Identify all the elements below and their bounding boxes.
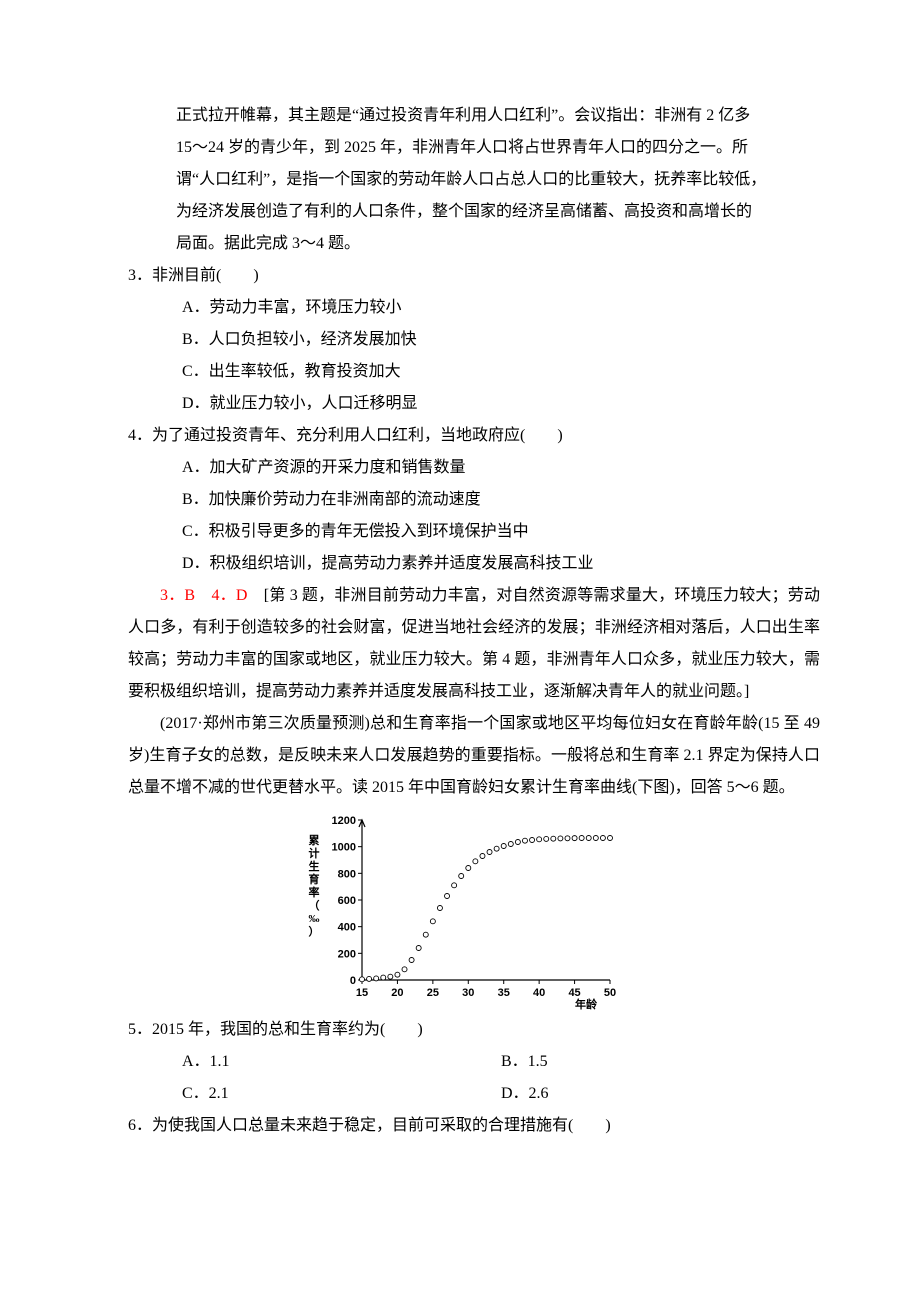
question-4-option-c: C．积极引导更多的青年无偿投入到环境保护当中 — [100, 516, 820, 548]
question-3-option-c: C．出生率较低，教育投资加大 — [100, 356, 820, 388]
question-4-option-a: A．加大矿产资源的开采力度和销售数量 — [100, 452, 820, 484]
question-6-stem: 6．为使我国人口总量未来趋于稳定，目前可采取的合理措施有( ) — [100, 1110, 820, 1142]
svg-text:15: 15 — [356, 987, 368, 999]
svg-text:0: 0 — [350, 975, 356, 987]
answer-3-4: 3．B 4．D [第 3 题，非洲目前劳动力丰富，对自然资源等需求量大，环境压力… — [100, 580, 820, 708]
svg-text:育: 育 — [309, 872, 320, 886]
svg-text:400: 400 — [338, 922, 356, 934]
question-3-option-d: D．就业压力较小，人口迁移明显 — [100, 388, 820, 420]
svg-text:年龄: 年龄 — [575, 997, 598, 1010]
question-5-stem: 5．2015 年，我国的总和生育率约为( ) — [100, 1014, 820, 1046]
question-5-option-d: D．2.6 — [501, 1078, 820, 1110]
svg-text:40: 40 — [533, 987, 545, 999]
svg-text:200: 200 — [338, 948, 356, 960]
svg-text:累: 累 — [309, 834, 320, 847]
fertility-chart-svg: 0 200 400 600 800 1000 1200 15 20 25 30 35 40 45 50 年龄 累… — [300, 810, 620, 1010]
question-5-option-a: A．1.1 — [182, 1046, 501, 1078]
svg-text:35: 35 — [498, 987, 510, 999]
svg-text:50: 50 — [604, 987, 616, 999]
passage-2: (2017·郑州市第三次质量预测)总和生育率指一个国家或地区平均每位妇女在育龄年… — [100, 708, 820, 804]
svg-text:‰: ‰ — [309, 913, 320, 925]
svg-text:600: 600 — [338, 895, 356, 907]
svg-text:1000: 1000 — [332, 842, 356, 854]
fertility-chart: 0 200 400 600 800 1000 1200 15 20 25 30 35 40 45 50 年龄 累… — [100, 810, 820, 1010]
question-4-option-b: B．加快廉价劳动力在非洲南部的流动速度 — [100, 484, 820, 516]
svg-text:生: 生 — [309, 859, 320, 873]
question-3-stem: 3．非洲目前( ) — [100, 260, 820, 292]
svg-text:计: 计 — [309, 846, 320, 860]
passage-1-line: 局面。据此完成 3～4 题。 — [100, 228, 820, 260]
document-page: 正式拉开帷幕，其主题是“通过投资青年利用人口红利”。会议指出：非洲有 2 亿多 … — [0, 0, 920, 1302]
question-5-option-c: C．2.1 — [182, 1078, 501, 1110]
svg-text:（: （ — [309, 899, 320, 912]
svg-text:30: 30 — [462, 987, 474, 999]
svg-text:20: 20 — [391, 987, 403, 999]
question-5-option-b: B．1.5 — [501, 1046, 820, 1078]
passage-1-line: 正式拉开帷幕，其主题是“通过投资青年利用人口红利”。会议指出：非洲有 2 亿多 — [100, 100, 820, 132]
svg-text:率: 率 — [309, 885, 320, 899]
question-4-option-d: D．积极组织培训，提高劳动力素养并适度发展高科技工业 — [100, 548, 820, 580]
passage-1-line: 15～24 岁的青少年，到 2025 年，非洲青年人口将占世界青年人口的四分之一… — [100, 132, 820, 164]
question-5-options-row-2: C．2.1 D．2.6 — [100, 1078, 820, 1110]
passage-1-line: 谓“人口红利”，是指一个国家的劳动年龄人口占总人口的比重较大，抚养率比较低， — [100, 164, 820, 196]
question-3-option-a: A．劳动力丰富，环境压力较小 — [100, 292, 820, 324]
passage-1-line: 为经济发展创造了有利的人口条件，整个国家的经济呈高储蓄、高投资和高增长的 — [100, 196, 820, 228]
svg-text:800: 800 — [338, 868, 356, 880]
answer-key-3-4: 3．B 4．D — [160, 587, 247, 604]
question-5-options-row-1: A．1.1 B．1.5 — [100, 1046, 820, 1078]
svg-text:）: ） — [309, 925, 320, 938]
svg-text:1200: 1200 — [332, 815, 356, 827]
svg-text:45: 45 — [568, 987, 580, 999]
question-4-stem: 4．为了通过投资青年、充分利用人口红利，当地政府应( ) — [100, 420, 820, 452]
svg-text:25: 25 — [427, 987, 439, 999]
question-3-option-b: B．人口负担较小，经济发展加快 — [100, 324, 820, 356]
